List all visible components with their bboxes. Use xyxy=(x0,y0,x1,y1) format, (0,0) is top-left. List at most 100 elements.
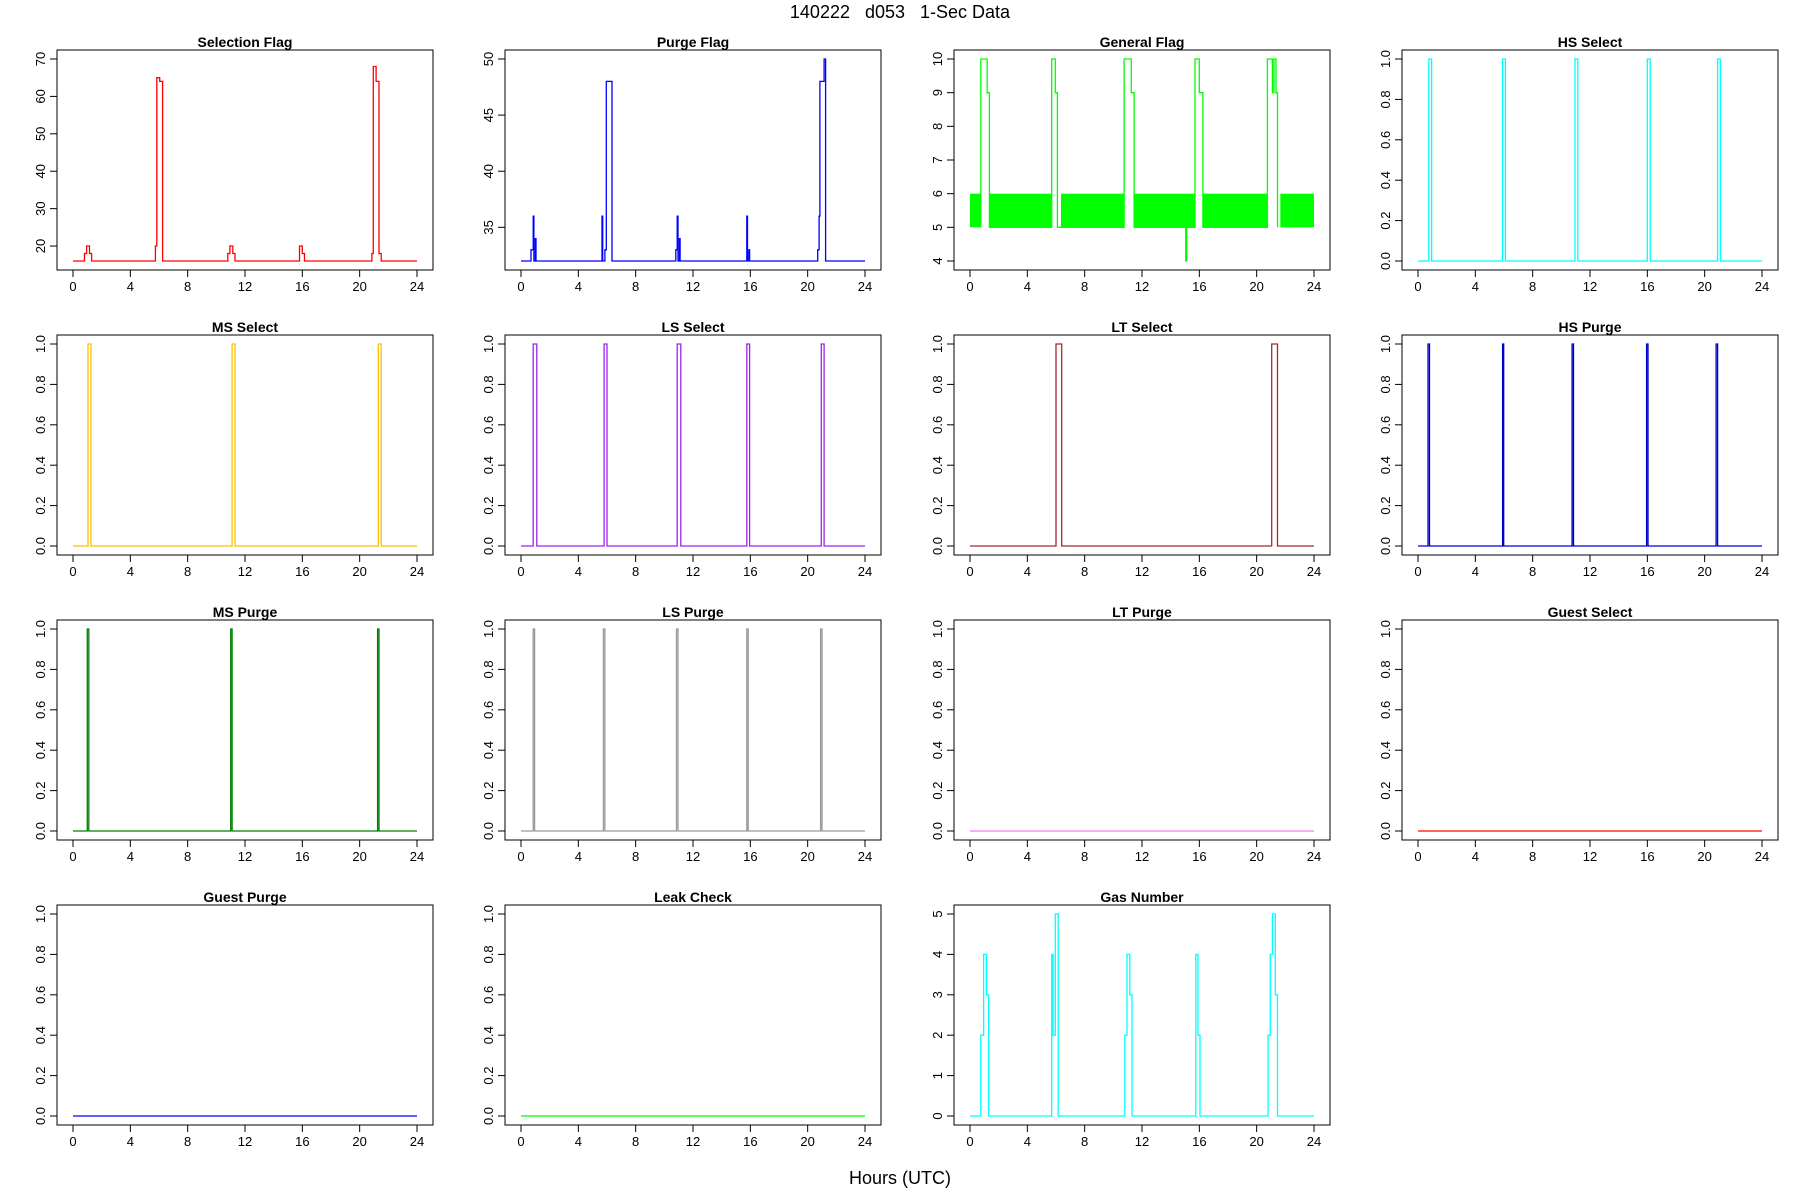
y-tick-label: 40 xyxy=(481,164,496,178)
plot-frame xyxy=(1401,619,1779,841)
y-tick-label: 20 xyxy=(33,239,48,253)
chart-title: MS Purge xyxy=(213,604,278,620)
y-tick-label: 0.6 xyxy=(1378,416,1393,434)
chart-panel: Guest Select 0 4 8 12 16 20 24 0.0 0.2 0.4 0.6 0.8 1.… xyxy=(1378,604,1779,864)
y-tick-label: 0.2 xyxy=(1378,497,1393,515)
x-tick-label: 24 xyxy=(410,564,424,579)
x-tick-label: 4 xyxy=(1024,564,1031,579)
y-tick-label: 0.6 xyxy=(1378,131,1393,149)
x-tick-label: 12 xyxy=(686,564,700,579)
y-tick-label: 0.0 xyxy=(1378,822,1393,840)
x-tick-label: 8 xyxy=(1081,849,1088,864)
chart-panel: HS Purge 0 4 8 12 16 20 24 0.0 0.2 0.4 0.6 0.8 1.0 xyxy=(1378,319,1779,579)
y-tick-label: 1.0 xyxy=(481,620,496,638)
figure-title: 140222 d053 1-Sec Data xyxy=(789,2,1011,22)
x-tick-label: 20 xyxy=(352,1134,366,1149)
x-tick-label: 0 xyxy=(966,1134,973,1149)
x-tick-label: 16 xyxy=(1192,564,1206,579)
y-tick-label: 0.4 xyxy=(33,741,48,759)
chart-title: Leak Check xyxy=(654,889,732,905)
y-tick-label: 0.0 xyxy=(33,822,48,840)
plot-frame xyxy=(56,904,434,1126)
y-tick-label: 70 xyxy=(33,52,48,66)
plot-frame xyxy=(56,334,434,556)
y-tick-label: 35 xyxy=(481,220,496,234)
y-tick-label: 0.4 xyxy=(930,456,945,474)
series-line xyxy=(521,58,865,262)
x-tick-label: 20 xyxy=(352,279,366,294)
series-line xyxy=(970,343,1314,547)
x-tick-label: 0 xyxy=(1414,564,1421,579)
y-tick-label: 0.8 xyxy=(481,375,496,393)
x-tick-label: 4 xyxy=(1472,279,1479,294)
x-tick-label: 24 xyxy=(1307,1134,1321,1149)
x-tick-label: 0 xyxy=(1414,849,1421,864)
x-tick-label: 16 xyxy=(1640,279,1654,294)
x-tick-label: 4 xyxy=(127,1134,134,1149)
plot-frame xyxy=(504,904,882,1126)
x-tick-label: 8 xyxy=(184,849,191,864)
x-tick-label: 8 xyxy=(1081,564,1088,579)
series-line xyxy=(73,628,417,832)
x-axis-label: Hours (UTC) xyxy=(849,1168,951,1188)
x-tick-label: 24 xyxy=(858,1134,872,1149)
x-tick-label: 4 xyxy=(1472,564,1479,579)
x-tick-label: 8 xyxy=(1529,849,1536,864)
x-tick-label: 20 xyxy=(1697,849,1711,864)
y-tick-label: 0.0 xyxy=(481,537,496,555)
x-tick-label: 8 xyxy=(184,1134,191,1149)
y-tick-label: 0.4 xyxy=(481,741,496,759)
x-tick-label: 24 xyxy=(1755,564,1769,579)
x-tick-label: 12 xyxy=(686,1134,700,1149)
data-band xyxy=(970,193,981,228)
x-tick-label: 12 xyxy=(1135,564,1149,579)
series-line xyxy=(73,65,417,262)
y-tick-label: 0.2 xyxy=(33,1067,48,1085)
y-tick-label: 5 xyxy=(930,910,945,917)
y-tick-label: 5 xyxy=(930,224,945,231)
x-tick-label: 16 xyxy=(1192,849,1206,864)
y-tick-label: 1.0 xyxy=(1378,335,1393,353)
y-tick-label: 0.0 xyxy=(481,1107,496,1125)
chart-panel: LS Purge 0 4 8 12 16 20 24 0.0 0.2 0.4 0.6 0.8 1.0 xyxy=(481,604,882,864)
chart-panel: Guest Purge 0 4 8 12 16 20 24 0.0 0.2 0.4 0.6 0.8 1.0 xyxy=(33,889,434,1149)
plot-frame xyxy=(1401,334,1779,556)
x-tick-label: 12 xyxy=(1135,849,1149,864)
y-tick-label: 40 xyxy=(33,164,48,178)
x-tick-label: 8 xyxy=(1529,279,1536,294)
y-tick-label: 0.2 xyxy=(33,782,48,800)
x-tick-label: 16 xyxy=(1640,564,1654,579)
y-tick-label: 0.4 xyxy=(930,741,945,759)
x-tick-label: 0 xyxy=(517,279,524,294)
y-tick-label: 0.2 xyxy=(930,782,945,800)
y-tick-label: 0.6 xyxy=(930,701,945,719)
plot-frame xyxy=(56,619,434,841)
y-tick-label: 0.4 xyxy=(33,1026,48,1044)
series-line xyxy=(980,58,1279,262)
y-tick-label: 30 xyxy=(33,201,48,215)
x-tick-label: 24 xyxy=(410,279,424,294)
x-tick-label: 4 xyxy=(575,279,582,294)
x-tick-label: 16 xyxy=(1192,279,1206,294)
series-line xyxy=(73,343,417,547)
chart-title: HS Select xyxy=(1558,34,1623,50)
y-tick-label: 50 xyxy=(481,52,496,66)
y-tick-label: 60 xyxy=(33,89,48,103)
y-tick-label: 7 xyxy=(930,156,945,163)
chart-panel: Selection Flag 0 4 8 12 16 20 24 20 30 40 50 60 70 xyxy=(33,34,434,294)
x-tick-label: 0 xyxy=(517,849,524,864)
y-tick-label: 0.8 xyxy=(33,945,48,963)
y-tick-label: 1.0 xyxy=(930,620,945,638)
chart-panel: LS Select 0 4 8 12 16 20 24 0.0 0.2 0.4 0.6 0.8 1.0 xyxy=(481,319,882,579)
x-tick-label: 0 xyxy=(1414,279,1421,294)
y-tick-label: 0 xyxy=(930,1112,945,1119)
y-tick-label: 0.0 xyxy=(930,822,945,840)
x-tick-label: 12 xyxy=(238,564,252,579)
x-tick-label: 0 xyxy=(517,564,524,579)
plot-frame xyxy=(504,49,882,271)
x-tick-label: 0 xyxy=(966,564,973,579)
x-tick-label: 16 xyxy=(295,849,309,864)
plot-frame xyxy=(953,619,1331,841)
